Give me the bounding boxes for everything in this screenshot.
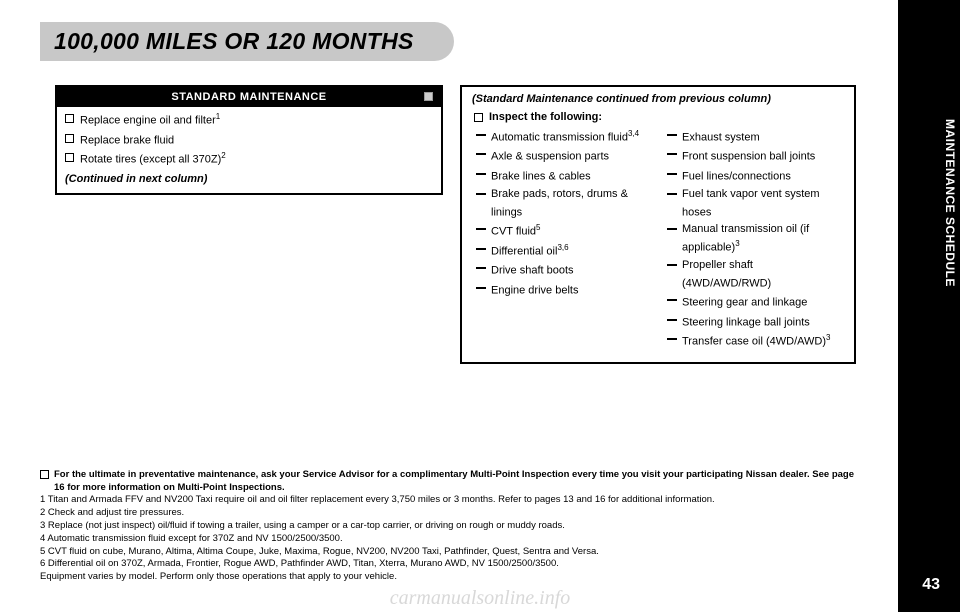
header-square-icon — [424, 92, 433, 101]
standard-maintenance-header: STANDARD MAINTENANCE — [57, 87, 441, 107]
inspect-item: Fuel lines/connections — [663, 167, 844, 186]
maintenance-item: Rotate tires (except all 370Z)2 — [65, 150, 433, 169]
maintenance-item-text: Replace brake fluid — [80, 131, 174, 150]
footnotes: For the ultimate in preventative mainten… — [40, 469, 860, 584]
page-title: 100,000 MILES OR 120 MONTHS — [54, 28, 414, 54]
inspect-item: Front suspension ball joints — [663, 147, 844, 166]
inspect-item: Transfer case oil (4WD/AWD)3 — [663, 332, 844, 351]
page-number: 43 — [922, 576, 940, 594]
dash-icon — [667, 299, 677, 301]
dash-icon — [667, 228, 677, 230]
watermark: carmanualsonline.info — [390, 587, 571, 610]
dash-icon — [667, 153, 677, 155]
footnote-line: 3 Replace (not just inspect) oil/fluid i… — [40, 520, 860, 533]
inspect-box: (Standard Maintenance continued from pre… — [460, 85, 856, 364]
page: 100,000 MILES OR 120 MONTHS STANDARD MAI… — [0, 0, 898, 612]
dash-icon — [667, 338, 677, 340]
dash-icon — [476, 153, 486, 155]
dash-icon — [476, 134, 486, 136]
inspect-item: CVT fluid5 — [472, 222, 653, 241]
dash-icon — [476, 228, 486, 230]
maintenance-item-text: Rotate tires (except all 370Z)2 — [80, 150, 226, 169]
inspect-item: Brake lines & cables — [472, 167, 653, 186]
inspect-item: Engine drive belts — [472, 281, 653, 300]
standard-maintenance-header-text: STANDARD MAINTENANCE — [171, 91, 326, 103]
dash-icon — [476, 267, 486, 269]
inspect-header: Inspect the following: — [472, 110, 844, 126]
checkbox-icon — [40, 470, 49, 479]
dash-icon — [667, 173, 677, 175]
inspect-item: Brake pads, rotors, drums & linings — [472, 187, 653, 222]
dash-icon — [476, 173, 486, 175]
checkbox-icon — [65, 153, 74, 162]
inspect-item: Propeller shaft (4WD/AWD/RWD) — [663, 258, 844, 293]
inspect-item: Manual transmission oil (if applicable)3 — [663, 222, 844, 257]
standard-maintenance-box: STANDARD MAINTENANCE Replace engine oil … — [55, 85, 443, 195]
inspect-item: Differential oil3,6 — [472, 242, 653, 261]
title-bar: 100,000 MILES OR 120 MONTHS — [40, 22, 454, 61]
dash-icon — [667, 319, 677, 321]
checkbox-icon — [65, 114, 74, 123]
dash-icon — [667, 134, 677, 136]
dash-icon — [476, 287, 486, 289]
inspect-label: Inspect the following: — [489, 110, 602, 126]
inspect-col-1: Automatic transmission fluid3,4 Axle & s… — [472, 128, 653, 352]
continued-label: (Continued in next column) — [65, 172, 433, 188]
maintenance-item: Replace engine oil and filter1 — [65, 111, 433, 130]
footnote-line: Equipment varies by model. Perform only … — [40, 571, 860, 584]
inspect-item: Automatic transmission fluid3,4 — [472, 128, 653, 147]
continued-from-header: (Standard Maintenance continued from pre… — [472, 92, 844, 108]
dash-icon — [667, 193, 677, 195]
footnote-line: 6 Differential oil on 370Z, Armada, Fron… — [40, 558, 860, 571]
inspect-item: Steering linkage ball joints — [663, 313, 844, 332]
footnote-line: 5 CVT fluid on cube, Murano, Altima, Alt… — [40, 546, 860, 559]
footnote-lead-text: For the ultimate in preventative mainten… — [54, 469, 860, 495]
checkbox-icon — [474, 113, 483, 122]
inspect-col-2: Exhaust system Front suspension ball joi… — [663, 128, 844, 352]
inspect-columns: Automatic transmission fluid3,4 Axle & s… — [472, 128, 844, 352]
inspect-item: Steering gear and linkage — [663, 293, 844, 312]
checkbox-icon — [65, 134, 74, 143]
footnote-line: 2 Check and adjust tire pressures. — [40, 507, 860, 520]
side-tab-label: MAINTENANCE SCHEDULE — [943, 119, 957, 287]
maintenance-item: Replace brake fluid — [65, 131, 433, 150]
inspect-item: Drive shaft boots — [472, 261, 653, 280]
standard-maintenance-body: Replace engine oil and filter1 Replace b… — [57, 107, 441, 193]
footnote-line: 1 Titan and Armada FFV and NV200 Taxi re… — [40, 494, 860, 507]
dash-icon — [476, 193, 486, 195]
inspect-item: Exhaust system — [663, 128, 844, 147]
footnote-lead: For the ultimate in preventative mainten… — [40, 469, 860, 495]
footnote-line: 4 Automatic transmission fluid except fo… — [40, 533, 860, 546]
dash-icon — [476, 248, 486, 250]
inspect-item: Axle & suspension parts — [472, 147, 653, 166]
dash-icon — [667, 264, 677, 266]
maintenance-item-text: Replace engine oil and filter1 — [80, 111, 220, 130]
inspect-item: Fuel tank vapor vent system hoses — [663, 187, 844, 222]
